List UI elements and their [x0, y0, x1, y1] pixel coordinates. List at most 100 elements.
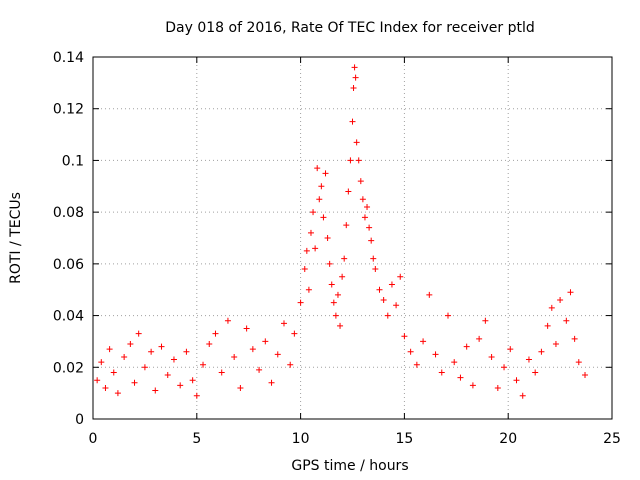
data-point — [575, 359, 582, 366]
data-point — [268, 379, 275, 386]
data-point — [397, 273, 404, 280]
data-point — [413, 361, 420, 368]
data-point — [106, 346, 113, 353]
data-point — [469, 382, 476, 389]
data-point — [148, 348, 155, 355]
x-tick-label: 15 — [395, 431, 413, 447]
data-point — [121, 353, 128, 360]
data-point — [350, 85, 357, 92]
data-point — [291, 330, 298, 337]
data-point — [372, 266, 379, 273]
x-tick-label: 5 — [192, 431, 201, 447]
data-point — [351, 64, 358, 71]
data-point — [339, 273, 346, 280]
data-point — [444, 312, 451, 319]
data-point — [357, 178, 364, 185]
data-point — [563, 317, 570, 324]
data-point — [94, 377, 101, 384]
data-point — [102, 384, 109, 391]
data-point — [482, 317, 489, 324]
plot-frame — [92, 56, 613, 420]
data-point — [170, 356, 177, 363]
data-point — [463, 343, 470, 350]
tick-layer: 0 5 10 15 20 25 0 0.02 0.04 0.06 0.08 0.1 0.12 0.14 — [53, 50, 621, 447]
data-point — [231, 353, 238, 360]
data-point — [432, 351, 439, 358]
x-tick-label: 25 — [603, 431, 621, 447]
data-point — [312, 245, 319, 252]
data-point — [571, 335, 578, 342]
y-tick-label: 0.02 — [53, 360, 84, 376]
data-point — [301, 266, 308, 273]
data-point — [218, 369, 225, 376]
data-point — [318, 183, 325, 190]
data-point — [457, 374, 464, 381]
data-point — [426, 291, 433, 298]
data-point — [249, 346, 256, 353]
data-point — [237, 384, 244, 391]
data-point — [347, 157, 354, 164]
data-point — [567, 289, 574, 296]
point-layer — [94, 64, 589, 399]
x-axis-label: GPS time / hours — [291, 458, 408, 474]
data-point — [364, 203, 371, 210]
data-point — [368, 237, 375, 244]
data-point — [131, 379, 138, 386]
data-point — [361, 214, 368, 221]
data-point — [164, 372, 171, 379]
y-tick-label: 0.04 — [53, 309, 84, 325]
data-point — [256, 366, 263, 373]
data-point — [376, 286, 383, 293]
data-point — [328, 281, 335, 288]
data-point — [243, 325, 250, 332]
data-point — [332, 312, 339, 319]
data-point — [538, 348, 545, 355]
data-point — [114, 390, 121, 397]
y-tick-label: 0.14 — [53, 50, 84, 66]
data-point — [206, 341, 213, 348]
data-point — [507, 346, 514, 353]
data-point — [324, 235, 331, 241]
data-point — [337, 322, 344, 329]
data-point — [274, 351, 281, 358]
data-point — [384, 312, 391, 319]
data-point — [501, 364, 508, 371]
data-point — [513, 377, 520, 384]
data-point — [310, 209, 317, 216]
data-point — [320, 214, 327, 221]
y-tick-label: 0.12 — [53, 102, 84, 118]
chart-title: Day 018 of 2016, Rate Of TEC Index for r… — [165, 20, 535, 36]
data-point — [334, 291, 341, 298]
y-tick-label: 0.08 — [53, 205, 84, 221]
data-point — [438, 369, 445, 376]
data-point — [420, 338, 427, 345]
data-point — [193, 392, 200, 399]
y-tick-label: 0 — [75, 412, 84, 428]
data-point — [183, 348, 190, 355]
data-point — [330, 299, 337, 306]
data-point — [476, 335, 483, 342]
data-point — [158, 343, 165, 350]
data-point — [352, 74, 359, 81]
data-point — [326, 260, 333, 267]
data-point — [548, 304, 555, 311]
data-point — [314, 165, 321, 172]
data-point — [366, 224, 373, 231]
data-point — [519, 392, 526, 399]
data-point — [322, 170, 329, 177]
data-point — [305, 286, 312, 293]
x-tick-label: 0 — [89, 431, 98, 447]
data-point — [341, 255, 348, 262]
data-point — [262, 338, 269, 345]
data-point — [370, 255, 377, 262]
data-point — [557, 297, 564, 304]
data-point — [393, 302, 400, 309]
data-point — [224, 317, 231, 324]
data-point — [349, 118, 356, 125]
data-point — [355, 157, 362, 164]
data-point — [141, 364, 148, 371]
data-point — [343, 222, 350, 229]
data-point — [200, 361, 207, 368]
data-point — [582, 372, 589, 379]
